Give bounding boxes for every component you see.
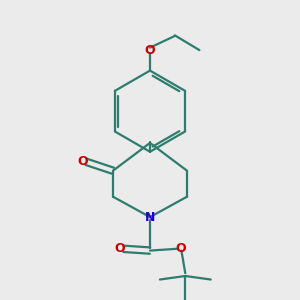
Text: O: O — [145, 44, 155, 57]
Text: O: O — [77, 155, 88, 168]
Text: O: O — [114, 242, 124, 255]
Text: N: N — [145, 211, 155, 224]
Text: O: O — [176, 242, 186, 255]
